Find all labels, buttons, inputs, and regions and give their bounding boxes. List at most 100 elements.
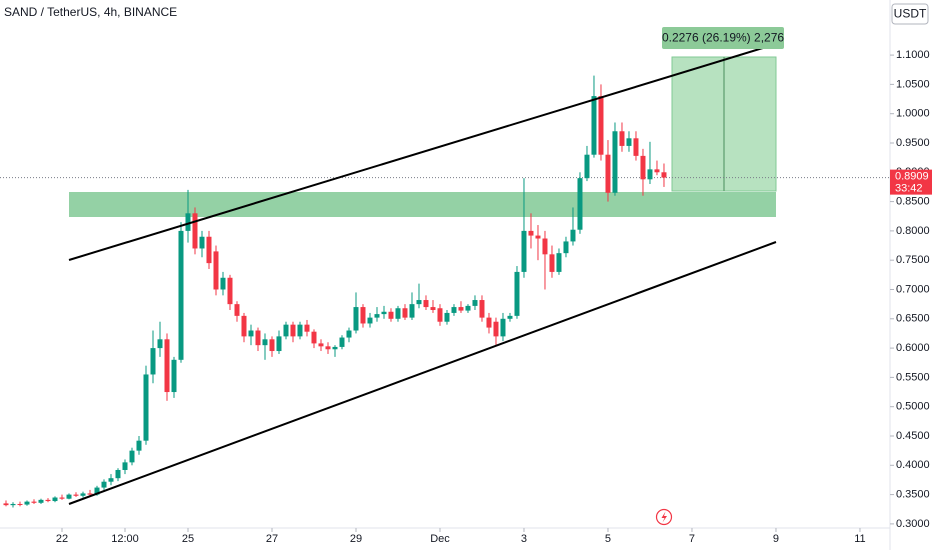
candle-body <box>507 315 513 319</box>
candle-body <box>402 308 408 318</box>
candle-body <box>38 499 44 503</box>
candle-body <box>458 307 464 311</box>
candle-body <box>3 503 9 506</box>
candle-body <box>346 330 352 338</box>
candle-body <box>66 494 72 499</box>
candle-body <box>360 307 366 324</box>
y-tick-label: 0.6500 <box>896 313 930 325</box>
candle-body <box>199 236 205 249</box>
candle-body <box>276 336 282 352</box>
y-tick-label: 0.3000 <box>896 518 930 530</box>
candle-body <box>297 324 303 337</box>
candle-body <box>535 235 541 239</box>
candle-body <box>206 236 212 264</box>
candle-body <box>465 305 471 311</box>
candle-body <box>661 172 667 178</box>
channel-lower <box>68 241 777 505</box>
y-tick-label: 1.0500 <box>896 78 930 90</box>
candle-body <box>423 300 429 308</box>
candle-body <box>605 154 611 193</box>
drawings-front: 0.2276 (26.19%) 2,276 <box>68 27 784 526</box>
currency-label: USDT <box>894 7 927 21</box>
y-tick-label: 0.3500 <box>896 489 930 501</box>
y-tick-label: 0.7500 <box>896 254 930 266</box>
candle-body <box>563 241 569 254</box>
candle-body <box>570 229 576 242</box>
candle-body <box>94 487 100 495</box>
alert-icon-bolt <box>661 511 667 523</box>
candle-body <box>416 300 422 305</box>
candle-body <box>647 169 653 180</box>
y-tick-label: 0.4500 <box>896 430 930 442</box>
candle-body <box>283 324 289 337</box>
candle-body <box>612 131 618 193</box>
candle-body <box>514 271 520 316</box>
x-tick-label: Dec <box>430 533 450 545</box>
candle-body <box>80 493 86 496</box>
y-tick-label: 0.5500 <box>896 371 930 383</box>
candle-body <box>290 324 296 337</box>
candle-body <box>584 154 590 179</box>
candle-body <box>129 450 135 463</box>
candle-body <box>45 499 51 502</box>
x-tick-label: 11 <box>854 533 865 545</box>
candle-body <box>430 307 436 311</box>
candle-body <box>619 131 625 146</box>
candle-body <box>654 169 660 173</box>
candle-body <box>444 312 450 322</box>
candle-body <box>255 330 261 346</box>
countdown-label: 33:42 <box>895 183 923 195</box>
candle-body <box>409 304 415 318</box>
candle-body <box>185 213 191 231</box>
candle-body <box>556 253 562 272</box>
candle-body <box>367 317 373 324</box>
candle-body <box>248 330 254 337</box>
candle-body <box>472 300 478 306</box>
x-tick-label: 9 <box>773 533 779 545</box>
candle-body <box>304 324 310 332</box>
y-tick-label: 0.8000 <box>896 225 930 237</box>
candle-body <box>437 308 443 322</box>
currency-button[interactable] <box>891 3 929 25</box>
chart-title: SAND / TetherUS, 4h, BINANCE <box>4 5 177 19</box>
y-tick-label: 0.5000 <box>896 401 930 413</box>
candle-body <box>269 339 275 352</box>
candle-body <box>143 374 149 441</box>
x-tick-label: 22 <box>56 533 68 545</box>
candle-body <box>150 348 156 375</box>
candle-body <box>528 230 534 236</box>
candle-body <box>178 230 184 360</box>
candle-body <box>24 501 30 505</box>
candle-body <box>500 318 506 337</box>
candle-body <box>73 494 79 496</box>
candle-body <box>381 311 387 315</box>
candle-body <box>318 343 324 347</box>
candle-body <box>227 277 233 305</box>
candle-body <box>325 346 331 350</box>
y-tick-label: 0.7000 <box>896 283 930 295</box>
candle-body <box>87 493 93 495</box>
y-tick-label: 0.9500 <box>896 137 930 149</box>
candle-body <box>577 178 583 230</box>
candle-body <box>262 339 268 346</box>
candle-body <box>598 96 604 155</box>
candle-body <box>164 339 170 393</box>
candle-body <box>332 346 338 350</box>
y-tick-label: 0.6000 <box>896 342 930 354</box>
candle-body <box>542 238 548 255</box>
candle-body <box>395 308 401 319</box>
candle-body <box>59 497 65 499</box>
candle-body <box>157 339 163 349</box>
candle-body <box>17 503 23 505</box>
candles <box>3 75 667 508</box>
x-tick-label: 3 <box>521 533 527 545</box>
candle-body <box>339 337 345 347</box>
candle-body <box>220 277 226 290</box>
x-tick-label: 5 <box>605 533 611 545</box>
candle-body <box>136 440 142 451</box>
candle-body <box>374 314 380 318</box>
alert-icon[interactable] <box>655 508 673 526</box>
position-label: 0.2276 (26.19%) 2,276 <box>662 31 784 45</box>
candle-body <box>171 359 177 393</box>
